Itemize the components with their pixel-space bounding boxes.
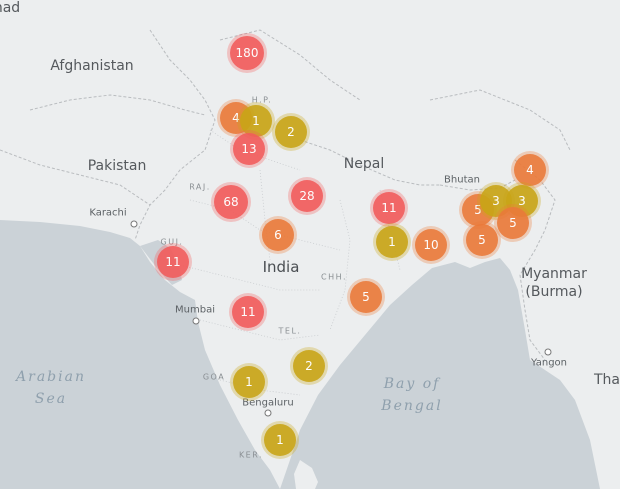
- cluster-marker-punjab-east[interactable]: 1: [240, 105, 272, 137]
- label-partial-top: had: [0, 0, 21, 16]
- cluster-marker-kashmir[interactable]: 180: [230, 36, 264, 70]
- cluster-count: 1: [252, 114, 260, 128]
- cluster-count: 5: [362, 290, 370, 304]
- label-yangon: Yangon: [530, 357, 568, 369]
- label-state-ker: KER.: [238, 450, 264, 460]
- label-arabian-sea-line2: Sea: [34, 391, 68, 407]
- label-bay-of-bengal-line2: Bengal: [381, 398, 443, 414]
- country-borders: [0, 29, 571, 361]
- cluster-count: 4: [526, 163, 534, 177]
- label-afghanistan: Afghanistan: [50, 58, 134, 74]
- label-bhutan: Bhutan: [444, 174, 480, 186]
- cluster-marker-maharashtra[interactable]: 11: [232, 296, 264, 328]
- cluster-count: 28: [299, 189, 315, 203]
- cluster-count: 5: [509, 216, 517, 230]
- cluster-marker-andhra-pradesh[interactable]: 2: [293, 350, 325, 382]
- thailand-coast: [590, 350, 620, 489]
- label-myanmar: Myanmar (Burma): [521, 265, 587, 301]
- cluster-count: 13: [241, 142, 257, 156]
- cluster-count: 4: [232, 111, 240, 125]
- cluster-count: 2: [287, 125, 295, 139]
- label-state-goa: GOA: [202, 372, 226, 382]
- label-bay-of-bengal-line1: Bay of: [383, 376, 441, 392]
- mumbai-dot: [192, 317, 200, 325]
- label-state-chh: CHH.: [320, 272, 348, 282]
- cluster-marker-manipur[interactable]: 5: [497, 207, 529, 239]
- cluster-count: 11: [240, 305, 256, 319]
- cluster-marker-madhya-pradesh[interactable]: 6: [262, 219, 294, 251]
- label-arabian-sea: Arabian Sea: [16, 369, 86, 407]
- label-bengaluru: Bengaluru: [242, 397, 294, 409]
- cluster-marker-goa[interactable]: 1: [233, 366, 265, 398]
- cluster-count: 180: [235, 46, 259, 60]
- cluster-count: 6: [274, 228, 282, 242]
- cluster-marker-delhi[interactable]: 13: [233, 133, 265, 165]
- label-state-tel: TEL.: [278, 326, 302, 336]
- label-karachi: Karachi: [89, 207, 127, 219]
- label-state-hp: H.P.: [251, 95, 273, 105]
- cluster-marker-odisha[interactable]: 5: [350, 281, 382, 313]
- label-state-raj: RAJ.: [189, 182, 211, 192]
- cluster-count: 5: [478, 233, 486, 247]
- cluster-marker-west-bengal[interactable]: 10: [415, 229, 447, 261]
- bengaluru-dot: [264, 409, 272, 417]
- cluster-count: 3: [518, 194, 526, 208]
- cluster-marker-gujarat[interactable]: 11: [157, 246, 189, 278]
- arabian-sea: [0, 220, 280, 489]
- cluster-marker-jharkhand[interactable]: 1: [376, 226, 408, 258]
- cluster-marker-uttar-pradesh[interactable]: 28: [291, 180, 323, 212]
- label-nepal: Nepal: [343, 156, 385, 172]
- cluster-count: 1: [276, 433, 284, 447]
- label-india: India: [262, 258, 300, 276]
- label-myanmar-line1: Myanmar: [521, 266, 587, 282]
- cluster-count: 10: [423, 238, 439, 252]
- cluster-count: 2: [305, 359, 313, 373]
- cluster-marker-tamil-nadu[interactable]: 1: [264, 424, 296, 456]
- cluster-marker-bihar[interactable]: 11: [373, 192, 405, 224]
- cluster-marker-mizoram[interactable]: 5: [466, 224, 498, 256]
- karachi-dot: [130, 220, 138, 228]
- label-thailand-partial: Tha: [593, 372, 620, 388]
- cluster-count: 3: [492, 194, 500, 208]
- label-arabian-sea-line1: Arabian: [16, 369, 86, 385]
- cluster-count: 5: [474, 203, 482, 217]
- label-bay-of-bengal: Bay of Bengal: [381, 376, 442, 414]
- cluster-marker-rajasthan[interactable]: 68: [214, 185, 248, 219]
- sri-lanka: [294, 460, 318, 489]
- label-myanmar-line2: (Burma): [525, 284, 583, 300]
- cluster-count: 1: [245, 375, 253, 389]
- label-state-guj: GUJ.: [160, 237, 184, 247]
- label-pakistan: Pakistan: [87, 158, 147, 174]
- cluster-count: 11: [381, 201, 397, 215]
- cluster-count: 11: [165, 255, 181, 269]
- label-mumbai: Mumbai: [175, 304, 215, 316]
- bay-of-bengal: [280, 258, 600, 489]
- cluster-marker-uttarakhand[interactable]: 2: [275, 116, 307, 148]
- cluster-count: 1: [388, 235, 396, 249]
- yangon-dot: [544, 348, 552, 356]
- cluster-count: 68: [223, 195, 239, 209]
- cluster-marker-arunachal[interactable]: 4: [514, 154, 546, 186]
